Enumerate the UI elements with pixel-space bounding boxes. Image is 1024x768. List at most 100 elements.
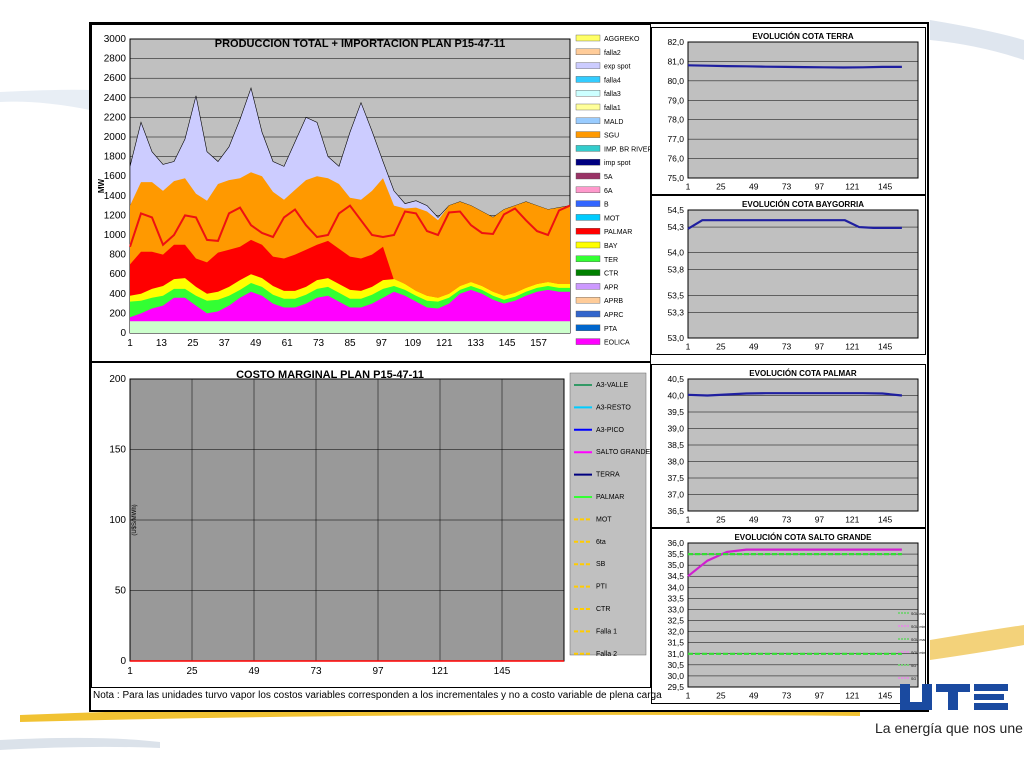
- x-tick-label: 1: [686, 515, 691, 525]
- legend-label: MALD: [604, 119, 623, 126]
- x-tick-label: 97: [815, 342, 825, 352]
- production-chart: 0 200 400 600 800 1000 1200 1400 1600 1800 2000 220…: [97, 34, 657, 349]
- x-tick-label: 145: [878, 691, 892, 701]
- y-tick-label: 79,0: [667, 95, 684, 105]
- legend-label: A3-VALLE: [596, 382, 628, 389]
- y-tick-label: 54,0: [667, 248, 684, 258]
- legend-label: 6ta: [596, 539, 606, 546]
- legend-swatch: [575, 117, 601, 125]
- area-base-band: [130, 321, 570, 333]
- report-frame: 0 200 400 600 800 1000 1200 1400 1600 1800 2000 220…: [89, 22, 929, 712]
- legend-swatch: [575, 89, 601, 97]
- x-tick-label: 25: [716, 182, 726, 192]
- x-tick-label: 145: [494, 666, 511, 677]
- x-tick-label: 73: [782, 182, 792, 192]
- baygorria-chart-panel: 53,0 53,3 53,5 53,8 54,0 54,3 54,5 1 25 49 73 97 121…: [651, 195, 926, 355]
- legend-label: B: [604, 202, 609, 209]
- x-tick-label: 1: [127, 338, 133, 349]
- y-tick-label: 33,0: [667, 604, 684, 614]
- footer-note: Nota : Para las unidades turvo vapor los…: [93, 690, 662, 701]
- y-tick-label: 31,5: [667, 638, 684, 648]
- legend-label: AGGREKO: [604, 36, 640, 43]
- x-tick-label: 145: [878, 515, 892, 525]
- y-tick-label: 2000: [104, 132, 127, 143]
- salto-grande-level-chart: 29,530,030,531,031,532,032,5 33,033,534,0…: [667, 533, 926, 701]
- legend-label: imp spot: [604, 160, 631, 167]
- y-tick-label: 35,0: [667, 560, 684, 570]
- legend-label: SGU max: [911, 612, 925, 616]
- x-tick-label: 1: [686, 342, 691, 352]
- legend-label: falla4: [604, 77, 621, 84]
- y-tick-label: 80,0: [667, 76, 684, 86]
- legend-label: SGU min: [911, 651, 925, 655]
- legend-label: SGU min: [911, 625, 925, 629]
- x-tick-label: 1: [686, 182, 691, 192]
- x-tick-label: 1: [127, 666, 133, 677]
- y-tick-label: 800: [109, 250, 126, 261]
- legend-swatch: [575, 283, 601, 290]
- legend-swatch: [575, 227, 601, 235]
- y-tick-label: 38,0: [667, 457, 684, 467]
- x-tick-label: 49: [749, 691, 759, 701]
- x-tick-label: 121: [845, 691, 859, 701]
- y-tick-label: 200: [109, 374, 126, 385]
- x-tick-label: 145: [878, 342, 892, 352]
- y-tick-label: 36,5: [667, 506, 684, 516]
- x-tick-label: 49: [749, 515, 759, 525]
- chart-title: EVOLUCIÓN COTA TERRA: [752, 32, 854, 41]
- legend-swatch: [575, 172, 601, 180]
- legend-label: PTI: [596, 584, 607, 591]
- palmar-level-chart: 36,5 37,0 37,5 38,0 38,5 39,0 39,5 40,0 40,5 1 25 4…: [667, 369, 919, 525]
- x-tick-label: 37: [219, 338, 231, 349]
- legend-label: TERRA: [596, 472, 620, 479]
- y-tick-label: 78,0: [667, 115, 684, 125]
- legend-swatch: [575, 338, 601, 345]
- x-tick-label: 73: [782, 691, 792, 701]
- legend-label: A3-RESTO: [596, 404, 631, 411]
- legend-swatch: [575, 34, 601, 42]
- legend-label: SGU: [604, 133, 619, 140]
- y-tick-label: 50: [115, 586, 127, 597]
- x-tick-label: 133: [467, 338, 484, 349]
- legend-swatch: [575, 131, 601, 138]
- legend-label: PALMAR: [604, 229, 632, 236]
- y-tick-label: 35,5: [667, 549, 684, 559]
- palmar-chart-panel: 36,5 37,0 37,5 38,0 38,5 39,0 39,5 40,0 40,5 1 25 4…: [651, 364, 926, 528]
- x-tick-label: 25: [716, 691, 726, 701]
- y-tick-label: 53,5: [667, 290, 684, 300]
- x-tick-label: 73: [310, 666, 322, 677]
- x-tick-label: 97: [815, 515, 825, 525]
- level-line: [687, 392, 903, 397]
- y-tick-label: 400: [109, 289, 126, 300]
- legend-label: SALTO GRANDE: [596, 449, 650, 456]
- x-tick-label: 121: [845, 182, 859, 192]
- y-tick-label: 0: [120, 656, 126, 667]
- legend-swatch: [575, 62, 601, 69]
- y-tick-label: 30,0: [667, 671, 684, 681]
- y-tick-label: 200: [109, 308, 126, 319]
- x-tick-label: 121: [845, 342, 859, 352]
- demand-line: [129, 204, 571, 248]
- y-tick-label: 39,5: [667, 407, 684, 417]
- y-tick-label: 0: [120, 328, 126, 339]
- legend-label: falla1: [604, 105, 621, 112]
- x-tick-label: 97: [372, 666, 384, 677]
- legend-swatch: [575, 76, 601, 83]
- legend-label: MOT: [604, 215, 620, 222]
- legend-label: Falla 2: [596, 651, 617, 658]
- plot-area: [687, 41, 919, 179]
- x-tick-label: 13: [156, 338, 168, 349]
- y-tick-label: 2800: [104, 54, 127, 65]
- y-tick-label: 54,3: [667, 222, 684, 232]
- legend-swatch: [575, 186, 601, 194]
- y-tick-label: 1200: [104, 210, 127, 221]
- y-tick-label: 30,5: [667, 660, 684, 670]
- x-tick-label: 25: [186, 666, 198, 677]
- ute-logo-icon: [900, 684, 1008, 710]
- legend-label: CTR: [604, 271, 618, 278]
- x-tick-label: 49: [248, 666, 260, 677]
- x-tick-label: 49: [749, 342, 759, 352]
- legend-label: IMP. BR RIVERA: [604, 146, 650, 153]
- x-tick-label: 73: [782, 342, 792, 352]
- plot-area: [687, 542, 919, 688]
